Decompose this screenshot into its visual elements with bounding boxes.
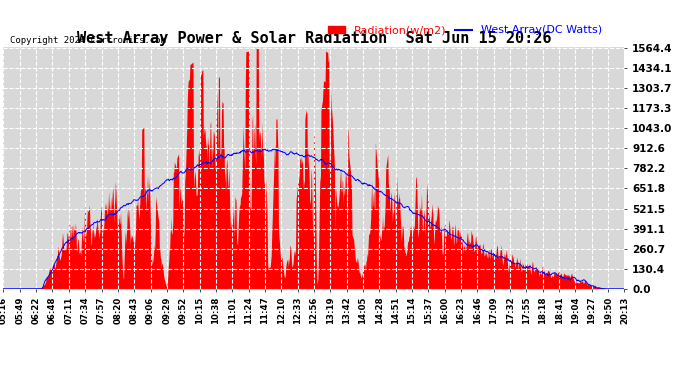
Title: West Array Power & Solar Radiation  Sat Jun 15 20:26: West Array Power & Solar Radiation Sat J…: [77, 30, 551, 46]
Legend: Radiation(w/m2), West Array(DC Watts): Radiation(w/m2), West Array(DC Watts): [324, 21, 607, 40]
Text: Copyright 2024 Cartronics.com: Copyright 2024 Cartronics.com: [10, 36, 166, 45]
